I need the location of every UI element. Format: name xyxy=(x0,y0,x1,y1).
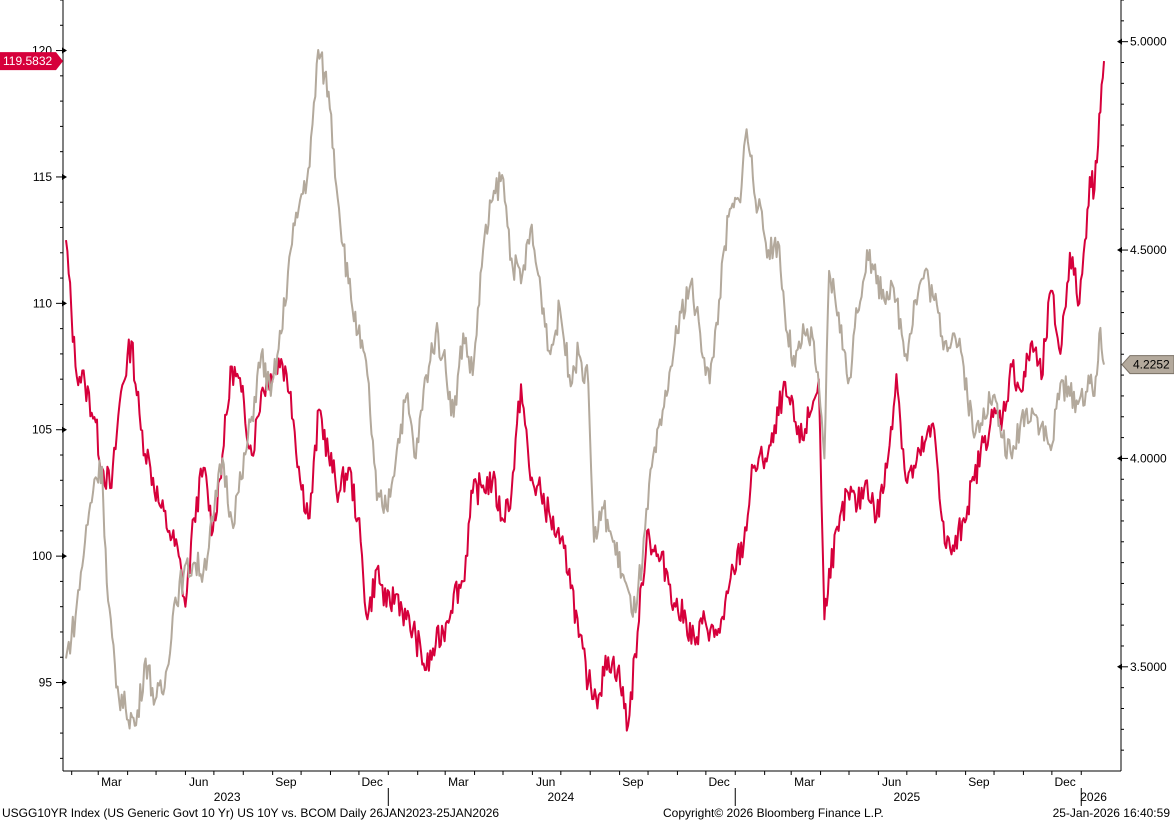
x-month-label: Jun xyxy=(536,775,555,789)
x-month-label: Jun xyxy=(189,775,208,789)
x-month-label: Mar xyxy=(101,775,122,789)
right-tick-label: 4.5000 xyxy=(1130,243,1167,257)
last-value-tags: 119.5832 4.2252 xyxy=(0,52,1174,375)
left-tick-label: 100 xyxy=(32,549,52,563)
left-tick-arrow xyxy=(62,173,67,180)
x-month-label: Jun xyxy=(882,775,901,789)
x-month-label: Sep xyxy=(968,775,990,789)
left-tick-label: 105 xyxy=(32,423,52,437)
yield-series-line xyxy=(65,49,1105,730)
right-tick-arrow xyxy=(1117,247,1122,254)
x-axis-ticks: Mar Jun Sep Dec Mar Jun Sep Dec Mar Jun Sep Dec 2023… xyxy=(71,771,1107,806)
x-year-label: 2024 xyxy=(547,790,574,804)
x-year-label: 2025 xyxy=(893,790,920,804)
x-year-label: 2023 xyxy=(214,790,241,804)
left-tick-arrow xyxy=(62,679,67,686)
axes-layer xyxy=(62,0,1122,772)
left-tick-arrow xyxy=(62,300,67,307)
left-tick-label: 95 xyxy=(39,676,53,690)
series-layer xyxy=(65,49,1105,732)
left-tick-arrow xyxy=(62,426,67,433)
bcom-series-line xyxy=(65,61,1105,732)
x-year-label: 2026 xyxy=(1080,790,1107,804)
right-tick-arrow xyxy=(1117,38,1122,45)
right-tick-label: 5.0000 xyxy=(1130,35,1167,49)
x-month-label: Sep xyxy=(275,775,297,789)
right-tick-arrow xyxy=(1117,663,1122,670)
bcom-last-value-label: 119.5832 xyxy=(3,54,52,68)
left-tick-label: 110 xyxy=(33,296,52,310)
x-month-label: Dec xyxy=(1054,775,1075,789)
x-month-label: Mar xyxy=(794,775,815,789)
footer-copyright: Copyright© 2026 Bloomberg Finance L.P. xyxy=(663,806,884,820)
left-tick-arrow xyxy=(62,553,67,560)
right-tick-label: 3.5000 xyxy=(1130,660,1167,674)
right-axis-ticks: 3.5000 4.0000 4.5000 5.0000 xyxy=(1117,0,1167,751)
yield-last-value-label: 4.2252 xyxy=(1133,358,1170,372)
yield-last-value-tag xyxy=(1121,355,1174,375)
footer-timestamp: 25-Jan-2026 16:40:59 xyxy=(1052,806,1170,820)
left-tick-label: 115 xyxy=(33,170,52,184)
x-month-label: Dec xyxy=(708,775,729,789)
left-tick-arrow xyxy=(62,47,67,54)
x-month-label: Sep xyxy=(622,775,644,789)
right-tick-arrow xyxy=(1117,455,1122,462)
footer-description: USGG10YR Index (US Generic Govt 10 Yr) U… xyxy=(2,806,500,820)
x-month-label: Mar xyxy=(448,775,469,789)
bcom-last-value-tag xyxy=(0,52,63,71)
x-month-label: Dec xyxy=(362,775,383,789)
right-tick-label: 4.0000 xyxy=(1130,451,1167,465)
